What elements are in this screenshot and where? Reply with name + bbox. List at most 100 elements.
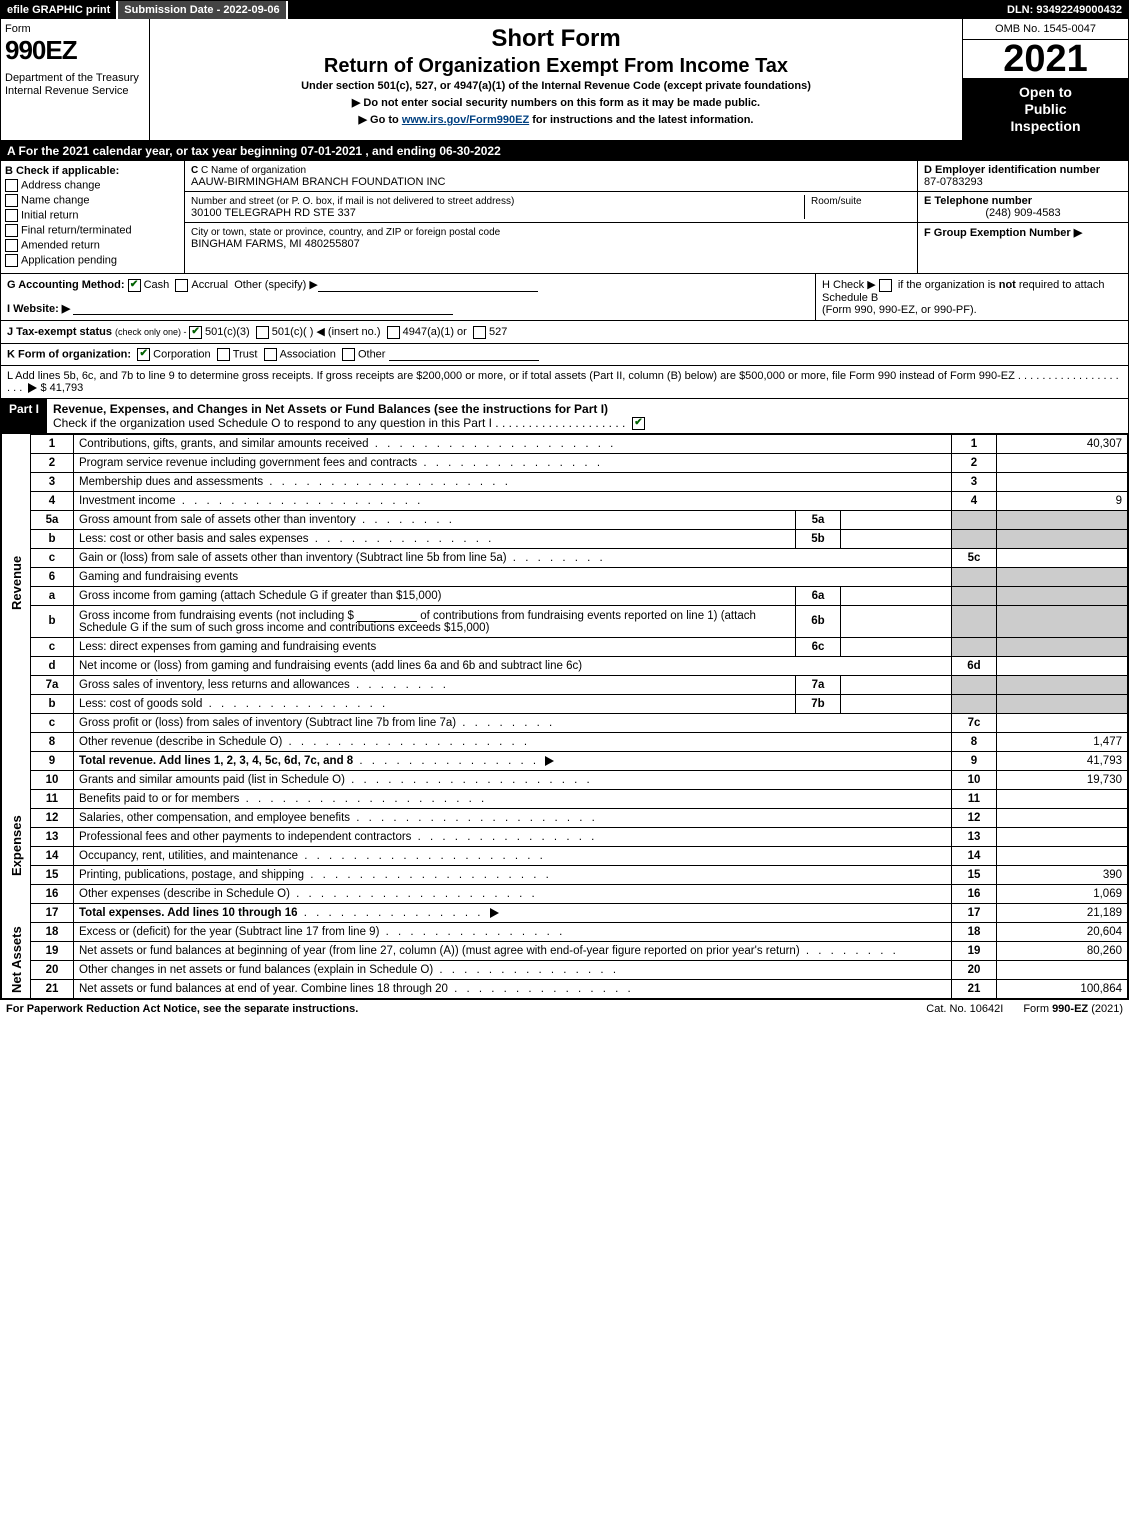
chk-name-change[interactable]: Name change — [5, 194, 180, 207]
row-gh: G Accounting Method: ✔Cash Accrual Other… — [1, 274, 1128, 321]
line-7c: c Gross profit or (loss) from sales of i… — [2, 713, 1128, 732]
chk-h[interactable] — [879, 279, 892, 292]
efile-label: efile GRAPHIC print — [1, 1, 116, 19]
h-not: not — [999, 279, 1016, 291]
k-o3: Association — [280, 348, 336, 360]
e-label: E Telephone number — [924, 195, 1032, 207]
l5a-val[interactable] — [841, 510, 952, 529]
lines-table: Revenue 1 Contributions, gifts, grants, … — [1, 434, 1128, 999]
part-i-title: Revenue, Expenses, and Changes in Net As… — [47, 399, 1128, 433]
irs-link[interactable]: www.irs.gov/Form990EZ — [402, 114, 529, 126]
form-header: Form 990EZ Department of the Treasury In… — [1, 19, 1128, 141]
j-o1: 501(c)(3) — [205, 326, 250, 338]
c-label: C Name of organization — [201, 165, 306, 176]
form-number: 990EZ — [5, 35, 145, 66]
chk-final-return[interactable]: Final return/terminated — [5, 224, 180, 237]
k-o2: Trust — [233, 348, 258, 360]
c-name-box: C C Name of organization AAUW-BIRMINGHAM… — [185, 161, 917, 192]
j-ins: ◀ (insert no.) — [313, 326, 380, 338]
line-12: 12 Salaries, other compensation, and emp… — [2, 808, 1128, 827]
open-line-1: Open to — [967, 84, 1124, 101]
topbar-spacer — [288, 1, 1001, 19]
g-cell: G Accounting Method: ✔Cash Accrual Other… — [1, 274, 815, 320]
i-row: I Website: ▶ — [7, 302, 809, 315]
h-text3: (Form 990, 990-EZ, or 990-PF). — [822, 304, 977, 316]
chk-amended-return[interactable]: Amended return — [5, 239, 180, 252]
dln-label: DLN: 93492249000432 — [1001, 1, 1128, 19]
chk-application-pending[interactable]: Application pending — [5, 254, 180, 267]
triangle-icon — [28, 383, 37, 393]
tax-year: 2021 — [963, 40, 1128, 78]
row-k: K Form of organization: ✔Corporation Tru… — [1, 344, 1128, 366]
line-14: 14 Occupancy, rent, utilities, and maint… — [2, 846, 1128, 865]
part-i-check-line: Check if the organization used Schedule … — [53, 416, 492, 430]
chk-accrual[interactable] — [175, 279, 188, 292]
chk-schedule-o[interactable]: ✔ — [632, 417, 645, 430]
row-l: L Add lines 5b, 6c, and 7b to line 9 to … — [1, 366, 1128, 399]
g-other-blank[interactable] — [318, 279, 538, 292]
k-o1: Corporation — [153, 348, 210, 360]
form-title-2: Return of Organization Exempt From Incom… — [160, 55, 952, 78]
d-label: D Employer identification number — [924, 164, 1100, 176]
chk-4947[interactable] — [387, 326, 400, 339]
k-other-blank[interactable] — [389, 348, 539, 361]
form-title-1: Short Form — [160, 25, 952, 53]
g-label: G Accounting Method: — [7, 279, 125, 291]
l6c-val[interactable] — [841, 637, 952, 656]
h-cell: H Check ▶ if the organization is not req… — [815, 274, 1128, 320]
triangle-icon — [545, 756, 554, 766]
line-21: 21 Net assets or fund balances at end of… — [2, 979, 1128, 998]
org-street: 30100 TELEGRAPH RD STE 337 — [191, 207, 356, 219]
chk-trust[interactable] — [217, 348, 230, 361]
col-b: B Check if applicable: Address change Na… — [1, 161, 185, 273]
l6b-blank[interactable] — [357, 609, 417, 622]
line-11: 11 Benefits paid to or for members . . .… — [2, 789, 1128, 808]
part-i-title-text: Revenue, Expenses, and Changes in Net As… — [53, 402, 608, 416]
l1-num: 1 — [31, 434, 74, 453]
chk-address-change[interactable]: Address change — [5, 179, 180, 192]
chk-corp[interactable]: ✔ — [137, 348, 150, 361]
footer-right: Form 990-EZ (2021) — [1023, 1003, 1123, 1015]
chk-cash[interactable]: ✔ — [128, 279, 141, 292]
line-6b: b Gross income from fundraising events (… — [2, 605, 1128, 637]
f-group-box: F Group Exemption Number ▶ — [918, 223, 1128, 242]
org-name: AAUW-BIRMINGHAM BRANCH FOUNDATION INC — [191, 176, 445, 188]
l6b-val[interactable] — [841, 605, 952, 637]
room-label: Room/suite — [811, 196, 862, 207]
l7b-val[interactable] — [841, 694, 952, 713]
arrow-line-2: ▶ Go to www.irs.gov/Form990EZ for instru… — [160, 113, 952, 126]
header-right: OMB No. 1545-0047 2021 Open to Public In… — [962, 19, 1128, 140]
form-subtitle: Under section 501(c), 527, or 4947(a)(1)… — [160, 80, 952, 92]
phone-value: (248) 909-4583 — [924, 207, 1122, 219]
footer-left: For Paperwork Reduction Act Notice, see … — [6, 1003, 906, 1015]
triangle-icon — [490, 908, 499, 918]
part-i-header: Part I Revenue, Expenses, and Changes in… — [1, 399, 1128, 434]
chk-527[interactable] — [473, 326, 486, 339]
ein-value: 87-0783293 — [924, 176, 983, 188]
chk-assoc[interactable] — [264, 348, 277, 361]
j-small: (check only one) - — [115, 327, 189, 337]
l6a-val[interactable] — [841, 586, 952, 605]
website-blank[interactable] — [73, 302, 453, 315]
e-phone-box: E Telephone number (248) 909-4583 — [918, 192, 1128, 223]
line-17: 17 Total expenses. Add lines 10 through … — [2, 903, 1128, 922]
submission-date: Submission Date - 2022-09-06 — [116, 1, 287, 19]
chk-initial-return[interactable]: Initial return — [5, 209, 180, 222]
chk-other-org[interactable] — [342, 348, 355, 361]
i-label: I Website: ▶ — [7, 303, 70, 315]
l1-rval: 40,307 — [997, 434, 1128, 453]
l7a-val[interactable] — [841, 675, 952, 694]
footer-catno: Cat. No. 10642I — [906, 1003, 1023, 1015]
line-6a: a Gross income from gaming (attach Sched… — [2, 586, 1128, 605]
line-8: 8 Other revenue (describe in Schedule O)… — [2, 732, 1128, 751]
l-text: L Add lines 5b, 6c, and 7b to line 9 to … — [7, 370, 1015, 382]
line-6: 6 Gaming and fundraising events — [2, 567, 1128, 586]
row-j: J Tax-exempt status (check only one) - ✔… — [1, 321, 1128, 344]
h-post: if the organization is — [895, 279, 999, 291]
open-line-3: Inspection — [967, 118, 1124, 135]
chk-501c3[interactable]: ✔ — [189, 326, 202, 339]
l5b-val[interactable] — [841, 529, 952, 548]
open-line-2: Public — [967, 101, 1124, 118]
form-word: Form — [5, 23, 145, 35]
chk-501c[interactable] — [256, 326, 269, 339]
